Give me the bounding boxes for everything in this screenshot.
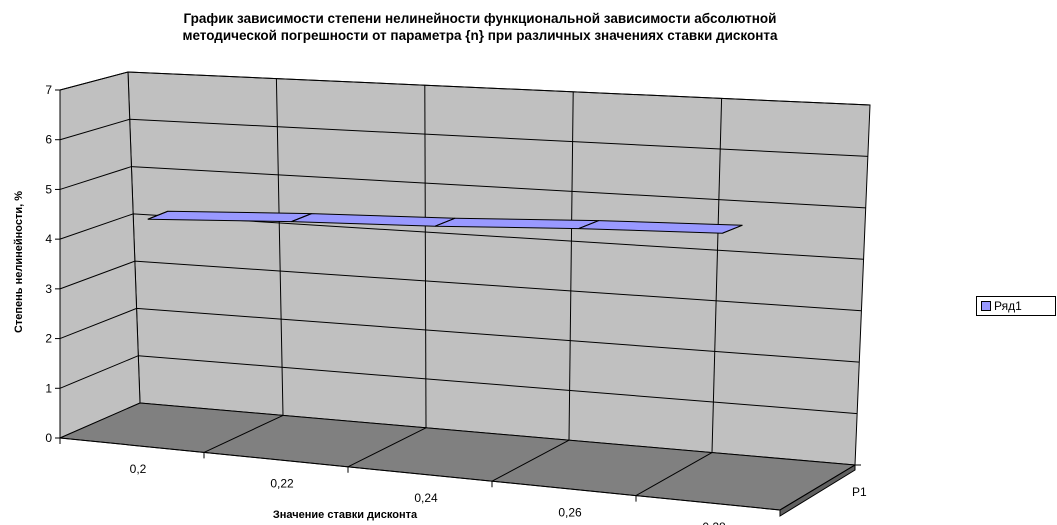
y-tick-label-2: 2 (45, 332, 52, 346)
legend-swatch-series-1 (981, 301, 991, 311)
gridline-y-7 (59, 71, 871, 106)
chart-title-line-1: График зависимости степени нелинейности … (183, 11, 777, 26)
gridline-x-2 (424, 85, 427, 428)
gridline-y-5 (59, 166, 866, 209)
y-tick-label-6: 6 (45, 133, 52, 147)
y-tick-label-1: 1 (45, 381, 52, 395)
x-axis-title: Значение ставки дисконта (273, 509, 418, 521)
depth-axis-line (779, 464, 856, 511)
legend: Ряд1 (976, 296, 1056, 316)
gridline-y-2 (59, 307, 860, 363)
series-1-point-0 (147, 210, 169, 220)
series-1-point-3 (578, 220, 599, 230)
series-1-segment-0 (147, 210, 312, 223)
floor-divider-3 (491, 439, 570, 482)
y-tick-label-4: 4 (45, 232, 52, 246)
gridline-x-4 (711, 98, 723, 453)
y-tick-label-7: 7 (45, 83, 52, 97)
chart-title: График зависимости степени нелинейности … (0, 10, 960, 44)
floor-divider-1 (203, 414, 284, 453)
floor-divider-4 (635, 452, 713, 497)
series-1-point-4 (722, 224, 743, 234)
x-tick-label-2: 0,24 (414, 491, 438, 505)
depth-tick-label-0: P1 (852, 485, 867, 499)
y-tick-label-5: 5 (45, 182, 52, 196)
gridline-x-1 (275, 78, 284, 416)
gridline-x-3 (568, 91, 574, 441)
series-1-point-2 (434, 217, 456, 227)
series-1-point-1 (291, 213, 312, 223)
gridline-y-4 (59, 213, 864, 260)
x-axis-line (59, 437, 781, 511)
y-axis-title: Степень нелинейности, % (13, 191, 25, 333)
legend-label-series-1: Ряд1 (994, 299, 1022, 313)
chart-title-line-2: методической погрешности от параметра {n… (182, 28, 778, 43)
floor-divider-2 (347, 427, 427, 468)
x-tick-label-0: 0,2 (130, 462, 147, 476)
y-tick-label-0: 0 (45, 431, 52, 445)
gridline-y-3 (59, 260, 862, 312)
y-tick-label-3: 3 (45, 282, 52, 296)
gridline-y-1 (59, 355, 858, 415)
x-tick-label-1: 0,22 (270, 477, 294, 491)
x-tick-label-4: 0,28 (702, 520, 726, 525)
gridline-y-6 (59, 118, 868, 157)
x-tick-label-3: 0,26 (558, 505, 582, 519)
series-1-segment-2 (434, 217, 599, 230)
